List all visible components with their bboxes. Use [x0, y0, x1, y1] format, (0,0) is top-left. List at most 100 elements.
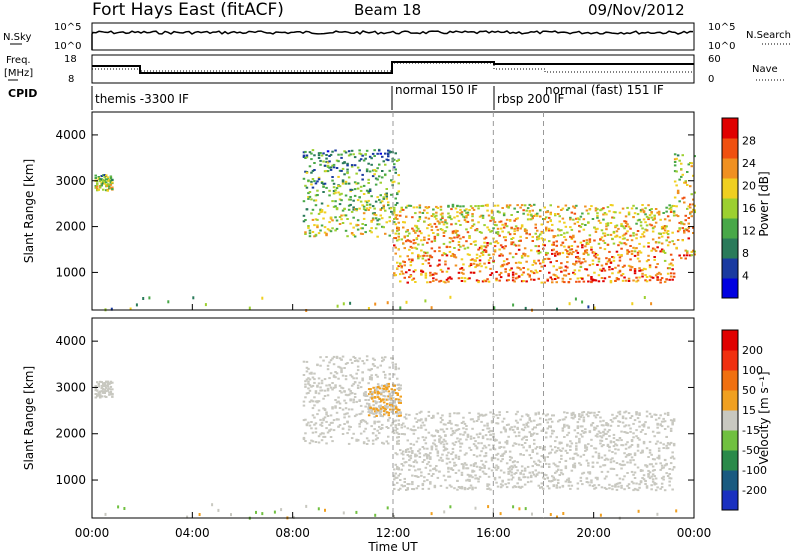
heatmap-cell	[621, 234, 625, 237]
heatmap-cell	[396, 440, 399, 443]
heatmap-cell	[465, 452, 468, 455]
heatmap-cell	[481, 463, 485, 466]
heatmap-cell	[651, 458, 655, 461]
heatmap-cell	[660, 250, 664, 253]
heatmap-cell	[331, 150, 334, 153]
heatmap-cell	[100, 184, 103, 187]
heatmap-cell	[585, 459, 589, 462]
heatmap-cell	[587, 471, 590, 474]
heatmap-cell	[623, 242, 626, 245]
heatmap-cell	[626, 472, 629, 474]
heatmap-cell	[192, 296, 195, 300]
heatmap-cell	[537, 411, 540, 414]
heatmap-cell	[355, 372, 358, 375]
heatmap-cell	[474, 240, 477, 243]
heatmap-cell	[475, 455, 479, 458]
heatmap-cell	[102, 390, 105, 393]
heatmap-cell	[400, 484, 403, 487]
heatmap-cell	[593, 414, 596, 417]
heatmap-cell	[499, 454, 503, 457]
heatmap-cell	[656, 440, 659, 443]
heatmap-cell	[376, 386, 380, 389]
heatmap-cell	[459, 224, 462, 226]
heatmap-cell	[387, 411, 390, 414]
heatmap-cell	[399, 414, 402, 417]
heatmap-cell	[588, 484, 592, 487]
heatmap-cell	[381, 398, 384, 401]
heatmap-cell	[487, 259, 491, 262]
heatmap-cell	[397, 221, 400, 224]
heatmap-cell	[469, 205, 473, 208]
heatmap-cell	[347, 442, 351, 445]
heatmap-cell	[475, 465, 479, 468]
heatmap-cell	[352, 398, 355, 401]
heatmap-cell	[606, 206, 610, 209]
heatmap-cell	[364, 153, 367, 156]
heatmap-cell	[505, 424, 509, 426]
heatmap-cell	[444, 230, 447, 233]
heatmap-cell	[397, 442, 400, 445]
heatmap-cell	[379, 428, 382, 430]
heatmap-cell	[463, 422, 467, 425]
heatmap-cell	[637, 509, 640, 513]
heatmap-cell	[480, 442, 483, 445]
heatmap-cell	[520, 273, 524, 276]
heatmap-cell	[462, 465, 465, 468]
heatmap-cell	[508, 233, 512, 236]
heatmap-cell	[669, 262, 673, 265]
heatmap-cell	[329, 372, 333, 375]
heatmap-cell	[576, 454, 580, 457]
heatmap-cell	[385, 193, 388, 196]
heatmap-cell	[483, 465, 486, 467]
heatmap-cell	[319, 433, 322, 436]
heatmap-cell	[620, 242, 623, 245]
heatmap-cell	[432, 473, 435, 475]
heatmap-cell	[642, 425, 646, 428]
heatmap-cell	[523, 483, 527, 486]
heatmap-cell	[438, 259, 441, 262]
heatmap-cell	[372, 404, 375, 407]
heatmap-cell	[612, 468, 616, 470]
heatmap-cell	[371, 175, 375, 178]
heatmap-cell	[466, 211, 470, 214]
heatmap-cell	[388, 220, 391, 223]
heatmap-cell	[620, 444, 623, 447]
heatmap-cell	[642, 218, 646, 221]
heatmap-cell	[314, 390, 318, 393]
heatmap-cell	[642, 231, 646, 234]
heatmap-cell	[429, 223, 432, 226]
heatmap-cell	[689, 211, 692, 214]
colorbar-frame	[721, 329, 739, 511]
heatmap-cell	[654, 249, 658, 252]
heatmap-cell	[576, 255, 580, 258]
heatmap-cell	[531, 209, 534, 212]
heatmap-cell	[313, 180, 316, 183]
heatmap-cell	[660, 226, 664, 228]
heatmap-cell	[433, 439, 437, 442]
heatmap-cell	[656, 456, 659, 459]
heatmap-cell	[593, 447, 596, 450]
heatmap-cell	[567, 253, 571, 256]
heatmap-cell	[617, 448, 620, 451]
heatmap-cell	[502, 471, 506, 474]
heatmap-cell	[659, 273, 662, 276]
heatmap-cell	[608, 435, 611, 438]
heatmap-cell	[484, 280, 488, 283]
heatmap-cell	[599, 246, 602, 249]
heatmap-cell	[548, 240, 551, 243]
heatmap-cell	[531, 465, 534, 468]
heatmap-cell	[499, 253, 503, 256]
heatmap-cell	[349, 390, 352, 392]
heatmap-cell	[358, 399, 361, 402]
heatmap-cell	[396, 229, 399, 232]
heatmap-cell	[304, 432, 307, 435]
heatmap-cell	[433, 443, 437, 446]
heatmap-cell	[325, 413, 328, 416]
heatmap-cell	[111, 395, 114, 398]
heatmap-cell	[531, 451, 534, 453]
heatmap-cell	[381, 384, 384, 387]
heatmap-cell	[483, 467, 486, 469]
heatmap-cell	[424, 274, 428, 277]
heatmap-cell	[567, 246, 571, 249]
heatmap-cell	[651, 247, 655, 250]
